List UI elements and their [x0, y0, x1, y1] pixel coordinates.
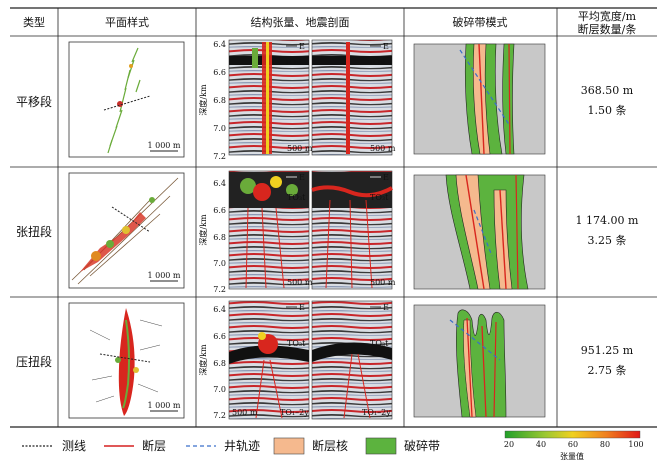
seismic-section-row1-right: TO₃t 500 m E	[311, 39, 396, 156]
header-stats-line2: 断层数量/条	[578, 22, 637, 36]
scale-label-row2-left: 500 m	[287, 278, 313, 287]
horizon-label-row1-right: TO₃t	[368, 58, 387, 67]
depth-axis-label-row1: 深度/km	[198, 84, 208, 116]
colorbar-tick-80: 80	[600, 440, 610, 449]
tick-7-0: 7.0	[213, 385, 226, 394]
horizon-label-row2-left: TO₃t	[287, 193, 306, 202]
seismic-section-row3-right: TO₃t TO₁–2y E	[311, 300, 393, 420]
tick-7-0: 7.0	[213, 124, 226, 133]
header-seismic: 结构张量、地震剖面	[251, 15, 350, 29]
row2-width-value: 1 174.00 m	[576, 214, 639, 227]
colorbar-title: 张量值	[560, 451, 584, 461]
tick-6-8: 6.8	[213, 96, 226, 105]
horizon-label-row3-left: TO₃t	[287, 339, 306, 348]
tick-7-2: 7.2	[213, 285, 226, 294]
tick-6-6: 6.6	[213, 68, 226, 77]
row1-width-value: 368.50 m	[581, 84, 634, 97]
east-label-row1-right: E	[383, 42, 389, 51]
scale-label-row1-left: 500 m	[287, 144, 313, 153]
tick-7-2: 7.2	[213, 411, 226, 420]
east-label-row2-left: E	[299, 173, 305, 182]
colorbar-tick-100: 100	[628, 440, 643, 449]
legend-label-well: 井轨迹	[224, 439, 260, 453]
legend: 测线 断层 井轨迹 断层核 破碎带 20 40 60 80 100 张量值	[22, 430, 644, 461]
east-label-row3-left: E	[299, 303, 305, 312]
legend-item-well: 井轨迹	[186, 439, 260, 453]
seismic-section-row2-right: TO₃t 500 m E	[311, 170, 396, 290]
legend-item-fault: 断层	[104, 438, 166, 453]
depth-axis-label-row3: 深度/km	[198, 344, 208, 376]
row2-count-value: 3.25 条	[588, 233, 627, 247]
bottom-horizon-row3-left: TO₁–2y	[280, 408, 309, 417]
row-label-transpression: 压扭段	[16, 354, 52, 369]
colorbar-tick-60: 60	[568, 440, 578, 449]
horizon-label-row1-left: TO₃t	[284, 58, 303, 67]
tick-6-8: 6.8	[213, 233, 226, 242]
scale-label-row3-left: 500 m	[232, 408, 258, 417]
legend-item-damage-zone: 破碎带	[365, 437, 440, 455]
tick-6-4: 6.4	[213, 179, 226, 188]
depth-ticks-row3: 6.4 6.6 6.8 7.0 7.2	[213, 305, 226, 420]
tick-6-6: 6.6	[213, 332, 226, 341]
tick-6-6: 6.6	[213, 206, 226, 215]
colorbar-tick-40: 40	[536, 440, 546, 449]
tick-7-2: 7.2	[213, 152, 226, 161]
tick-7-0: 7.0	[213, 259, 226, 268]
east-label-row2-right: E	[383, 173, 389, 182]
colorbar: 20 40 60 80 100 张量值	[504, 430, 644, 461]
header-plan: 平面样式	[105, 15, 149, 29]
plan-scale-row1: 1 000 m	[147, 141, 180, 150]
tick-6-4: 6.4	[213, 305, 226, 314]
legend-label-fault-core: 断层核	[312, 438, 348, 453]
depth-ticks-row1: 6.4 6.6 6.8 7.0 7.2	[213, 40, 226, 161]
model-panel-row3	[413, 304, 546, 418]
depth-axis-label-row2: 深度/km	[198, 214, 208, 246]
header-stats-line1: 平均宽度/m	[578, 9, 637, 23]
depth-ticks-row2: 6.4 6.6 6.8 7.0 7.2	[213, 179, 226, 294]
bottom-horizon-row3-right: TO₁–2y	[362, 408, 391, 417]
scale-label-row2-right: 500 m	[370, 278, 396, 287]
table-frame	[10, 7, 657, 428]
plan-panel-row3: 1 000 m	[68, 302, 185, 419]
legend-label-fault: 断层	[142, 438, 166, 453]
row-label-strike-slip: 平移段	[16, 94, 52, 109]
row-label-transtension: 张扭段	[16, 224, 52, 239]
legend-item-survey-line: 测线	[22, 439, 86, 453]
east-label-row1-left: E	[299, 42, 305, 51]
colorbar-tick-20: 20	[504, 440, 514, 449]
seismic-section-row3-left: TO₃t 500 m TO₁–2y E	[228, 300, 310, 420]
header-type: 类型	[23, 15, 45, 29]
legend-label-survey-line: 测线	[62, 439, 86, 453]
plan-panel-row1: 1 000 m	[68, 41, 185, 158]
row3-width-value: 951.25 m	[581, 344, 634, 357]
legend-item-fault-core: 断层核	[273, 437, 348, 455]
scale-label-row1-right: 500 m	[370, 144, 396, 153]
legend-label-damage-zone: 破碎带	[404, 438, 440, 453]
model-panel-row1	[413, 43, 546, 155]
horizon-label-row2-right: TO₃t	[370, 193, 389, 202]
header-model: 破碎带模式	[453, 15, 508, 29]
horizon-label-row3-right: TO₃t	[370, 339, 389, 348]
model-panel-row2	[413, 174, 546, 290]
tick-6-8: 6.8	[213, 359, 226, 368]
seismic-section-row1-left: TO₃t 500 m E	[228, 39, 313, 156]
plan-scale-row2: 1 000 m	[147, 271, 180, 280]
row3-count-value: 2.75 条	[588, 363, 627, 377]
plan-panel-row2: 1 000 m	[68, 172, 185, 289]
seismic-section-row2-left: TO₃t 500 m E	[228, 170, 313, 290]
tick-6-4: 6.4	[213, 40, 226, 49]
east-label-row3-right: E	[383, 303, 389, 312]
plan-scale-row3: 1 000 m	[147, 401, 180, 410]
row1-count-value: 1.50 条	[588, 103, 627, 117]
